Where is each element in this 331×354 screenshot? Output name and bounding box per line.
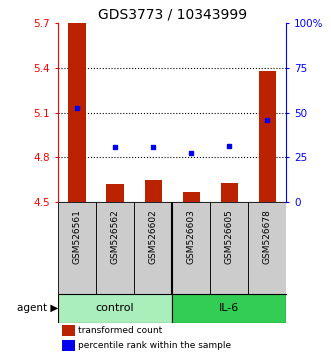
Text: GSM526603: GSM526603: [187, 210, 196, 264]
Bar: [96, 202, 134, 293]
Text: agent ▶: agent ▶: [17, 303, 58, 313]
Title: GDS3773 / 10343999: GDS3773 / 10343999: [98, 8, 247, 22]
Bar: [107, 184, 123, 202]
Text: GSM526605: GSM526605: [225, 210, 234, 264]
Bar: [248, 202, 286, 293]
Bar: [259, 71, 276, 202]
Bar: [145, 180, 162, 202]
Text: control: control: [96, 303, 134, 313]
Bar: [221, 183, 238, 202]
Text: GSM526561: GSM526561: [72, 210, 81, 264]
Bar: [63, 339, 75, 351]
Text: transformed count: transformed count: [78, 326, 163, 335]
Bar: [172, 293, 286, 323]
Text: IL-6: IL-6: [219, 303, 239, 313]
Bar: [58, 293, 172, 323]
Bar: [210, 202, 248, 293]
Bar: [134, 202, 172, 293]
Bar: [69, 20, 85, 202]
Bar: [58, 202, 96, 293]
Bar: [172, 202, 210, 293]
Bar: [63, 325, 75, 336]
Text: percentile rank within the sample: percentile rank within the sample: [78, 341, 232, 350]
Text: GSM526678: GSM526678: [263, 210, 272, 264]
Bar: [183, 192, 200, 202]
Text: GSM526562: GSM526562: [111, 210, 119, 264]
Text: GSM526602: GSM526602: [149, 210, 158, 264]
